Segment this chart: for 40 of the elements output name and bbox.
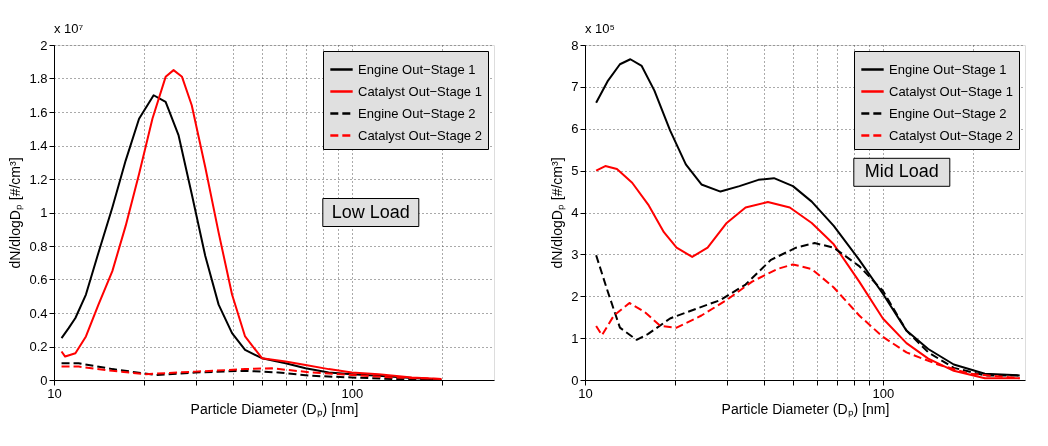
x-axis-title: Particle Diameter (Dₚ) [nm] [190, 400, 359, 418]
legend-label: Catalyst Out−Stage 1 [358, 83, 482, 99]
text: x 10⁵ [585, 21, 615, 36]
y-tick-label: 4 [571, 205, 579, 220]
y-tick-label: 6 [571, 121, 579, 137]
legend-label: Engine Out−Stage 2 [889, 105, 1007, 121]
y-tick-label: 8 [571, 37, 579, 53]
legend-label: Engine Out−Stage 1 [358, 61, 476, 77]
y-tick-label: 1.4 [29, 138, 48, 153]
y-axis-title: dN/dlogDₚ [#/cm³] [549, 157, 567, 269]
y-tick-label: 2 [40, 37, 48, 53]
annotation: Low Load [331, 201, 410, 222]
annotation: Mid Load [864, 161, 939, 182]
legend-label: Catalyst Out−Stage 2 [358, 127, 482, 143]
y-tick-label: 0.6 [29, 272, 48, 287]
y-tick-label: 0 [571, 372, 579, 388]
y-tick-label: 3 [571, 246, 579, 262]
y-tick-label: 1 [40, 205, 48, 220]
y-tick-label: 0 [40, 372, 48, 388]
x-tick-label: 100 [872, 385, 895, 401]
x-tick-label: 10 [578, 385, 593, 401]
y-tick-label: 5 [571, 163, 579, 179]
y-tick-label: 0.4 [29, 305, 48, 321]
x-axis-title: Particle Diameter (Dₚ) [nm] [721, 400, 890, 418]
y-tick-label: 1.6 [29, 104, 48, 120]
y-tick-label: 2 [571, 288, 579, 304]
y-axis-title: dN/dlogDₚ [#/cm³] [7, 157, 25, 269]
legend-label: Catalyst Out−Stage 1 [889, 83, 1013, 99]
legend-label: Catalyst Out−Stage 2 [889, 127, 1013, 143]
y-tick-label: 1.8 [29, 71, 48, 86]
y-tick-label: 0.8 [29, 238, 48, 254]
y-tick-label: 1 [571, 330, 579, 346]
legend-label: Engine Out−Stage 2 [358, 105, 476, 121]
x-tick-label: 100 [341, 385, 364, 401]
legend-label: Engine Out−Stage 1 [889, 61, 1007, 77]
y-tick-label: 1.2 [29, 171, 48, 187]
y-tick-label: 7 [571, 79, 579, 95]
y-tick-label: 0.2 [29, 339, 48, 354]
text: x 10⁷ [54, 21, 84, 36]
x-tick-label: 10 [47, 385, 62, 401]
